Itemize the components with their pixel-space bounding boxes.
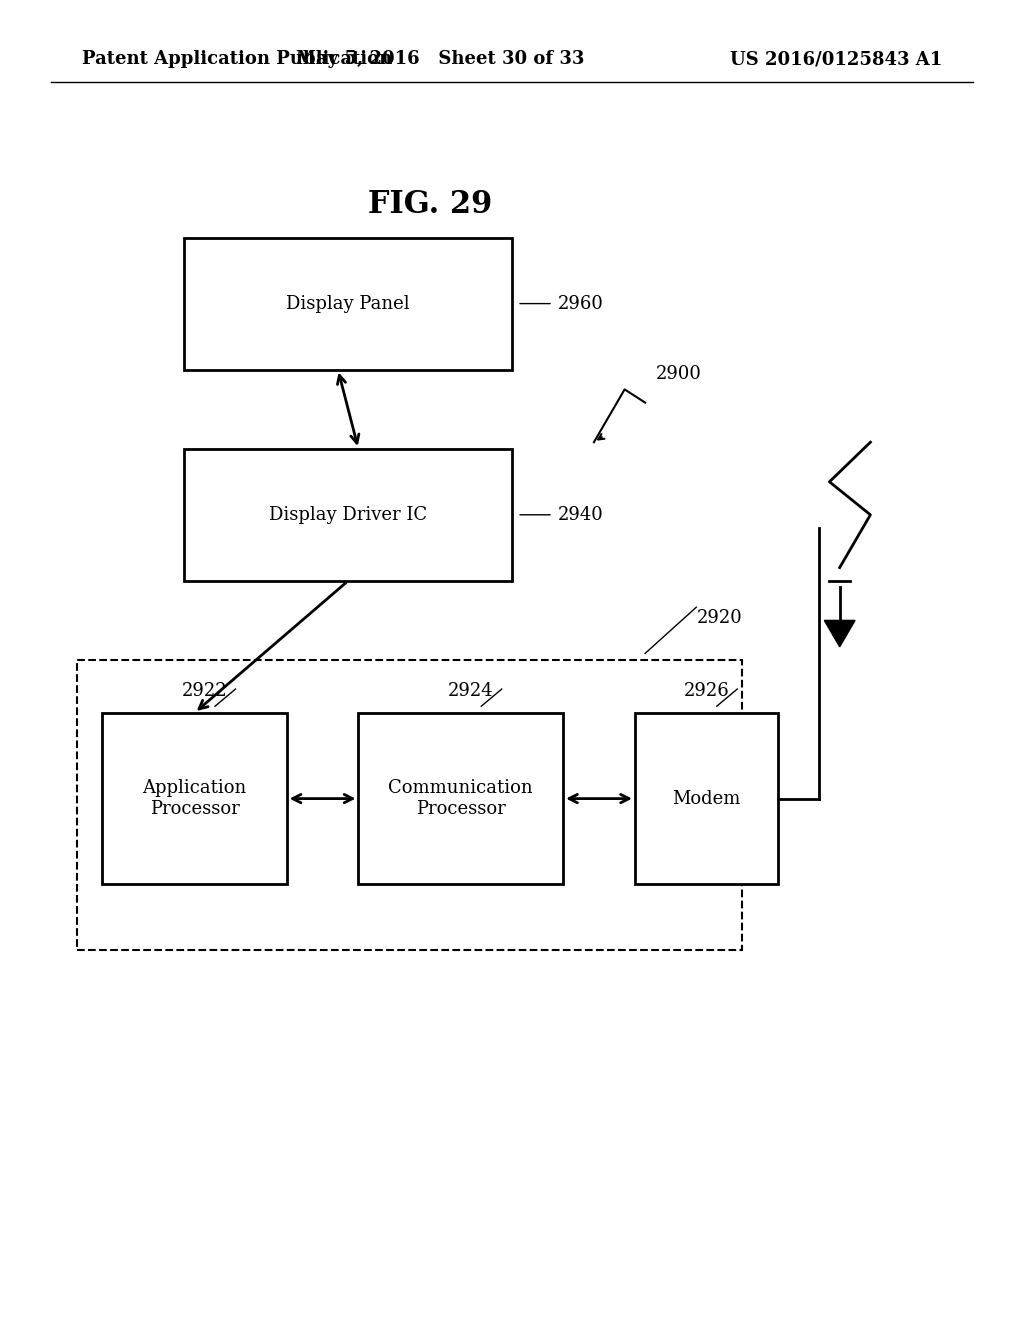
Text: Communication
Processor: Communication Processor	[388, 779, 534, 818]
Text: 2940: 2940	[558, 506, 604, 524]
FancyBboxPatch shape	[358, 713, 563, 884]
Text: Patent Application Publication: Patent Application Publication	[82, 50, 392, 69]
Text: 2924: 2924	[449, 681, 494, 700]
Text: Application
Processor: Application Processor	[142, 779, 247, 818]
FancyBboxPatch shape	[635, 713, 778, 884]
Text: 2900: 2900	[655, 364, 701, 383]
Text: 2922: 2922	[182, 681, 227, 700]
Text: FIG. 29: FIG. 29	[368, 189, 493, 220]
Text: Display Panel: Display Panel	[287, 294, 410, 313]
Text: US 2016/0125843 A1: US 2016/0125843 A1	[730, 50, 942, 69]
FancyBboxPatch shape	[184, 449, 512, 581]
Text: 2926: 2926	[684, 681, 729, 700]
FancyBboxPatch shape	[184, 238, 512, 370]
Polygon shape	[824, 620, 855, 647]
Text: 2960: 2960	[558, 294, 604, 313]
Text: Modem: Modem	[673, 789, 740, 808]
Text: Display Driver IC: Display Driver IC	[269, 506, 427, 524]
Text: 2920: 2920	[696, 609, 742, 627]
Text: May 5, 2016   Sheet 30 of 33: May 5, 2016 Sheet 30 of 33	[296, 50, 585, 69]
FancyBboxPatch shape	[102, 713, 287, 884]
